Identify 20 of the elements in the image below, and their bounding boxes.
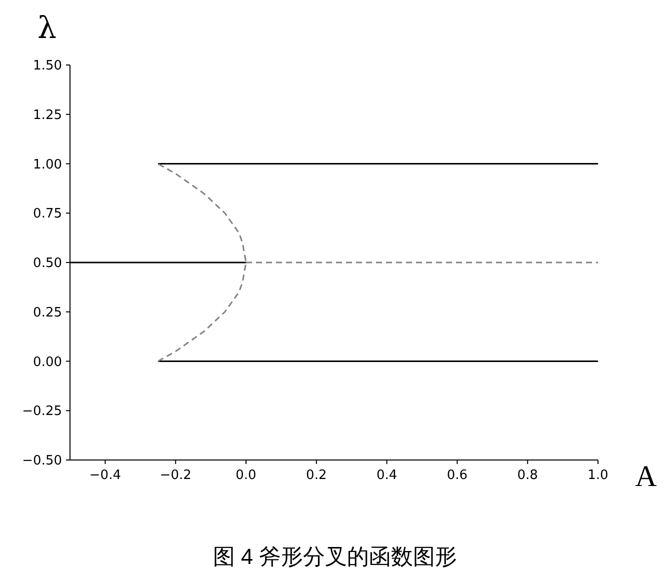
- y-tick-label: 1.50: [33, 58, 62, 74]
- y-axis-title: λ: [37, 11, 57, 46]
- x-tick-label: 0.2: [306, 468, 327, 483]
- x-tick-label: 0.6: [446, 468, 468, 483]
- x-tick-label: 1.0: [588, 468, 608, 483]
- x-tick-label: 0.8: [517, 468, 538, 483]
- x-tick-label: −0.4: [89, 468, 121, 483]
- x-axis-title: A: [635, 460, 658, 493]
- y-tick-label: −0.50: [22, 454, 62, 468]
- y-tick-label: −0.25: [22, 404, 62, 420]
- y-tick-label: 0.25: [33, 305, 62, 320]
- y-tick-label: 0.75: [33, 206, 62, 222]
- y-tick-label: 0.00: [33, 354, 62, 370]
- y-tick-label: 1.00: [33, 157, 62, 172]
- x-tick-label: 0.0: [236, 468, 256, 483]
- y-tick-label: 0.50: [33, 256, 62, 271]
- x-tick-label: −0.2: [160, 468, 192, 483]
- x-tick-label: 0.4: [376, 468, 398, 483]
- y-tick-label: 1.25: [33, 108, 62, 123]
- caption: 图 4 斧形分叉的函数图形: [212, 544, 458, 569]
